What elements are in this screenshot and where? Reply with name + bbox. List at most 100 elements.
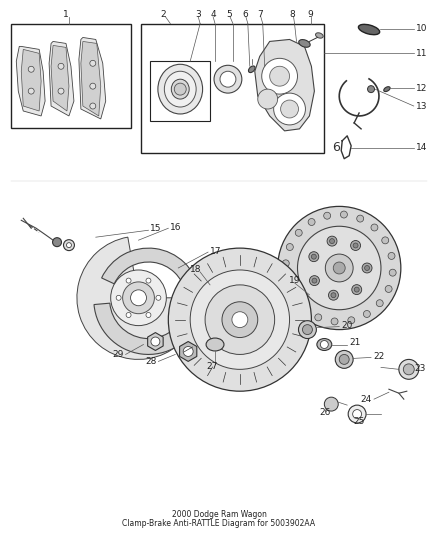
Circle shape (353, 243, 358, 248)
Text: 18: 18 (191, 265, 202, 274)
Text: Clamp-Brake Anti-RATTLE Diagram for 5003902AA: Clamp-Brake Anti-RATTLE Diagram for 5003… (123, 519, 315, 528)
Circle shape (262, 58, 297, 94)
Text: 1: 1 (63, 10, 69, 19)
Circle shape (28, 88, 34, 94)
Text: 9: 9 (307, 10, 313, 19)
Circle shape (353, 409, 362, 418)
Circle shape (116, 295, 121, 300)
Circle shape (310, 276, 319, 286)
Circle shape (320, 341, 328, 349)
Circle shape (339, 354, 349, 365)
Circle shape (376, 300, 383, 306)
Circle shape (331, 293, 336, 298)
Circle shape (331, 318, 338, 325)
Circle shape (354, 287, 359, 292)
Circle shape (190, 270, 290, 369)
Circle shape (174, 83, 186, 95)
Circle shape (222, 302, 258, 337)
Circle shape (298, 321, 316, 338)
Circle shape (205, 285, 275, 354)
Circle shape (90, 103, 96, 109)
Text: 19: 19 (289, 277, 300, 285)
Polygon shape (49, 42, 74, 116)
Circle shape (340, 211, 347, 218)
Text: 23: 23 (415, 364, 426, 373)
Circle shape (352, 285, 362, 295)
Polygon shape (79, 37, 106, 119)
Text: 20: 20 (341, 321, 353, 330)
Circle shape (399, 359, 419, 379)
Circle shape (309, 252, 319, 262)
Text: 6: 6 (332, 141, 340, 154)
Ellipse shape (164, 71, 196, 107)
Polygon shape (255, 39, 314, 131)
Polygon shape (21, 50, 41, 111)
Text: 11: 11 (416, 49, 427, 58)
Circle shape (385, 286, 392, 293)
Circle shape (214, 65, 242, 93)
Wedge shape (102, 248, 199, 293)
Circle shape (348, 317, 355, 324)
Circle shape (403, 364, 414, 375)
Text: 14: 14 (416, 143, 427, 152)
Circle shape (357, 215, 364, 222)
Circle shape (308, 219, 315, 225)
Circle shape (348, 405, 366, 423)
Circle shape (183, 346, 193, 357)
Circle shape (327, 236, 337, 246)
Circle shape (258, 89, 278, 109)
Circle shape (278, 206, 401, 329)
Circle shape (315, 314, 322, 321)
Circle shape (333, 262, 345, 274)
Circle shape (295, 229, 302, 236)
Text: 2: 2 (161, 10, 166, 19)
Circle shape (303, 325, 312, 335)
Wedge shape (94, 303, 200, 354)
Circle shape (350, 240, 360, 251)
Circle shape (220, 71, 236, 87)
Circle shape (53, 238, 61, 247)
Circle shape (382, 237, 389, 244)
Circle shape (312, 278, 317, 283)
Circle shape (329, 239, 335, 244)
Bar (141, 23, 324, 153)
Circle shape (28, 66, 34, 72)
Circle shape (300, 305, 307, 312)
Text: 28: 28 (145, 357, 156, 366)
Text: 21: 21 (349, 338, 360, 347)
Text: 7: 7 (257, 10, 263, 19)
Polygon shape (51, 45, 69, 111)
Circle shape (151, 337, 160, 346)
Circle shape (371, 224, 378, 231)
Ellipse shape (358, 25, 380, 35)
Circle shape (290, 292, 297, 299)
Circle shape (270, 66, 290, 86)
Circle shape (335, 351, 353, 368)
Text: 15: 15 (150, 224, 162, 233)
Circle shape (126, 278, 131, 283)
Circle shape (324, 397, 338, 411)
Text: 24: 24 (361, 394, 372, 403)
Circle shape (146, 312, 151, 318)
Circle shape (111, 270, 166, 326)
Polygon shape (81, 42, 101, 116)
Text: 13: 13 (416, 101, 427, 110)
Text: 22: 22 (373, 352, 384, 361)
Ellipse shape (299, 39, 310, 47)
Circle shape (311, 254, 316, 259)
Ellipse shape (384, 87, 390, 92)
Circle shape (362, 263, 372, 273)
Bar (11, 23, 131, 128)
Ellipse shape (315, 33, 323, 38)
Circle shape (64, 240, 74, 251)
Circle shape (364, 311, 371, 318)
Circle shape (286, 244, 293, 251)
Text: 8: 8 (290, 10, 295, 19)
Circle shape (283, 260, 289, 267)
Circle shape (367, 86, 374, 93)
Circle shape (168, 248, 311, 391)
Ellipse shape (158, 64, 203, 114)
Circle shape (90, 60, 96, 66)
Circle shape (274, 93, 305, 125)
Circle shape (126, 312, 131, 318)
